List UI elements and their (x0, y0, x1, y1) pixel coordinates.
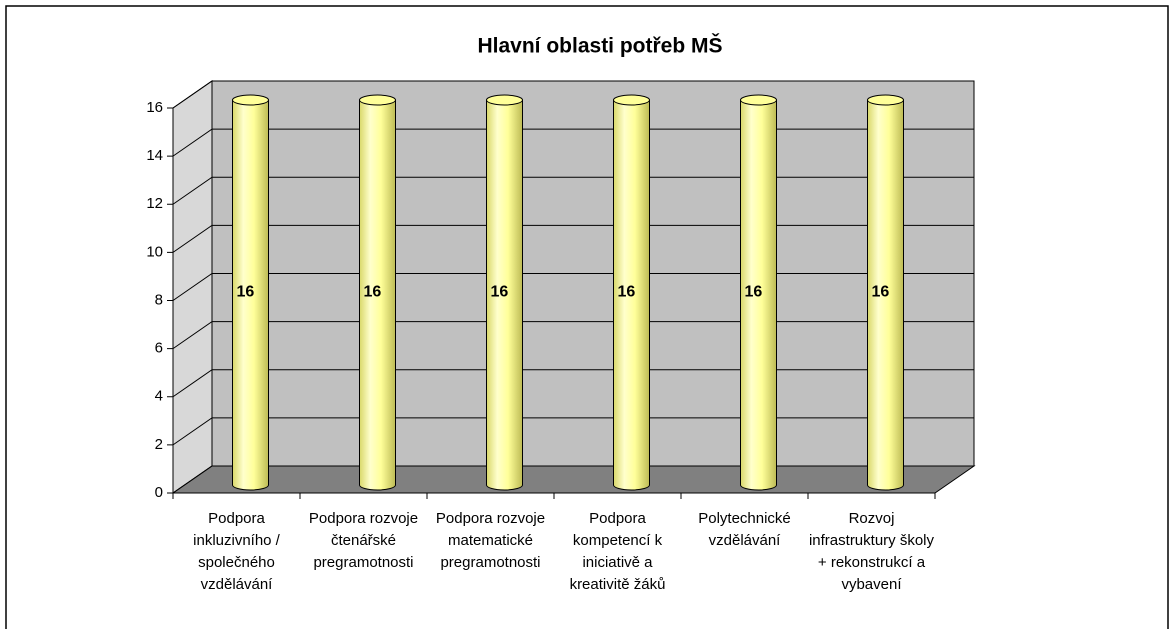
bar (613, 99, 650, 491)
grid-line (172, 465, 974, 494)
bar (486, 99, 523, 491)
bar-top (359, 94, 396, 106)
grid-line (172, 273, 974, 301)
bar-top (486, 94, 523, 106)
data-label: 16 (745, 284, 763, 301)
x-tick-label: Podpora rozvoje matematické pregramotnos… (435, 510, 546, 571)
bar (359, 99, 396, 491)
data-label: 16 (872, 284, 890, 301)
y-tick-label: 0 (155, 484, 163, 501)
x-tick-label: Podpora inkluzivního / společného vzdělá… (193, 510, 280, 593)
bar (740, 99, 777, 491)
bar-top (232, 94, 269, 106)
floor (171, 465, 976, 494)
grid-line (172, 80, 974, 109)
chart-title: Hlavní oblasti potřeb MŠ (477, 34, 722, 58)
data-label: 16 (364, 284, 382, 301)
grid-line (172, 224, 974, 253)
data-label: 16 (618, 284, 636, 301)
bar-top (867, 94, 904, 106)
bar (867, 99, 904, 491)
grid-line (172, 321, 974, 350)
x-tick-label: Polytechnické vzdělávání (698, 510, 791, 549)
data-label: 16 (237, 284, 255, 301)
grid-line (172, 369, 974, 398)
grid-line (172, 128, 974, 157)
x-tick-label: Podpora kompetencí k iniciativě a kreati… (569, 510, 666, 593)
bar-top (740, 94, 777, 106)
y-tick-label: 16 (146, 99, 163, 116)
y-tick-label: 6 (155, 340, 163, 357)
y-tick-label: 12 (146, 195, 163, 212)
bar (232, 99, 269, 491)
grid-line (172, 176, 974, 205)
y-tick-label: 2 (155, 436, 163, 453)
grid-line (172, 417, 974, 446)
y-tick-label: 14 (146, 147, 163, 164)
y-tick-label: 8 (155, 291, 163, 308)
x-tick-label: Rozvoj infrastruktury školy + rekonstruk… (808, 510, 935, 593)
x-tick-label: Podpora rozvoje čtenářské pregramotnosti (308, 510, 419, 571)
bar-top (613, 94, 650, 106)
y-tick-label: 4 (155, 388, 163, 405)
data-label: 16 (491, 284, 509, 301)
y-tick-label: 10 (146, 243, 163, 260)
